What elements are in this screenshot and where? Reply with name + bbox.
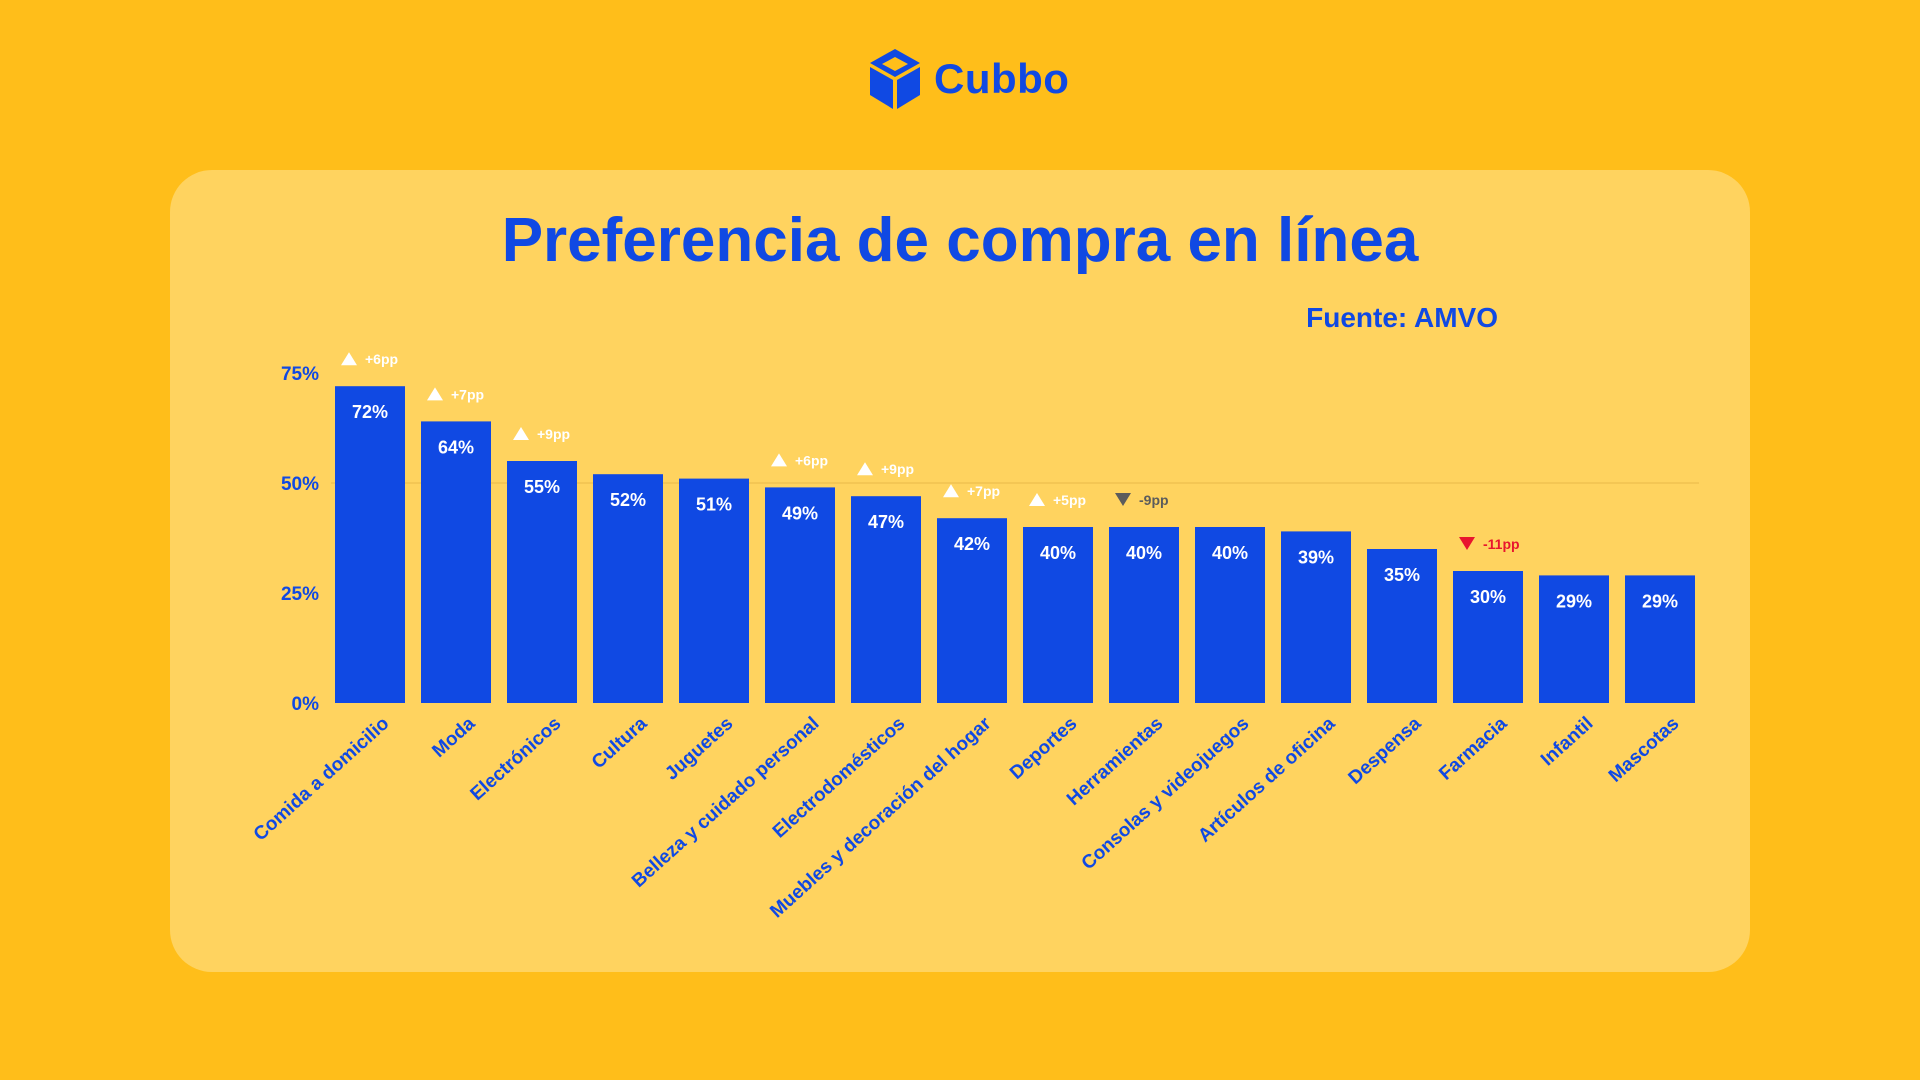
bar (679, 478, 749, 703)
bar-value-label: 42% (954, 534, 990, 554)
category-label: Despensa (1345, 713, 1426, 789)
change-label: +7pp (451, 386, 484, 402)
category-label: Juguetes (661, 713, 737, 784)
bar (1023, 527, 1093, 703)
bar-value-label: 49% (782, 503, 818, 523)
change-down-triangle (1459, 537, 1475, 550)
category-label: Comida a domicilio (250, 713, 394, 845)
change-up-triangle (341, 352, 357, 366)
bar-value-label: 64% (438, 437, 474, 457)
category-label: Infantil (1537, 713, 1597, 770)
bar (507, 461, 577, 703)
bar-value-label: 40% (1212, 543, 1248, 563)
change-label: +6pp (365, 351, 398, 367)
change-label: +7pp (967, 483, 1000, 499)
category-label: Consolas y videojuegos (1078, 713, 1254, 874)
change-up-triangle (513, 427, 529, 440)
category-label: Deportes (1006, 713, 1081, 784)
change-up-triangle (943, 484, 959, 498)
change-label: +9pp (881, 461, 914, 477)
bar (1367, 549, 1437, 703)
category-label: Mascotas (1605, 713, 1683, 787)
bar-value-label: 40% (1126, 543, 1162, 563)
bar (1539, 575, 1609, 703)
bar-value-label: 52% (610, 490, 646, 510)
change-label: +6pp (795, 452, 828, 468)
cube-logo-icon (870, 49, 920, 109)
bar-value-label: 40% (1040, 543, 1076, 563)
bar (421, 421, 491, 703)
bar-value-label: 39% (1298, 547, 1334, 567)
bar (1281, 531, 1351, 703)
change-up-triangle (771, 453, 787, 467)
category-label: Belleza y cuidado personal (628, 713, 823, 892)
bar (593, 474, 663, 703)
y-tick-label: 50% (281, 474, 319, 495)
bar-value-label: 55% (524, 477, 560, 497)
bar-value-label: 35% (1384, 565, 1420, 585)
bar (1195, 527, 1265, 703)
change-up-triangle (1029, 493, 1045, 506)
bar (1625, 575, 1695, 703)
y-tick-label: 75% (281, 364, 319, 385)
bar (1109, 527, 1179, 703)
bar-value-label: 29% (1556, 591, 1592, 611)
chart-title: Preferencia de compra en línea (501, 206, 1419, 275)
category-label: Farmacia (1435, 713, 1511, 785)
bar (765, 487, 835, 703)
bar (335, 386, 405, 703)
category-label: Cultura (588, 713, 652, 773)
change-up-triangle (857, 462, 873, 476)
bar-value-label: 51% (696, 495, 732, 515)
bar-value-label: 30% (1470, 587, 1506, 607)
change-label: -11pp (1483, 536, 1520, 552)
change-up-triangle (427, 387, 443, 401)
y-tick-label: 0% (292, 694, 320, 715)
change-label: +9pp (537, 426, 570, 442)
bar-value-label: 47% (868, 512, 904, 532)
brand-logo: Cubbo (868, 46, 1069, 112)
y-tick-label: 25% (281, 584, 319, 605)
change-label: -9pp (1139, 492, 1169, 508)
bar (937, 518, 1007, 703)
brand-name: Cubbo (934, 55, 1070, 102)
category-label: Electrónicos (467, 713, 566, 805)
bar (851, 496, 921, 703)
change-down-triangle (1115, 493, 1131, 506)
bar (1453, 571, 1523, 703)
category-label: Moda (428, 713, 479, 762)
source-label: Fuente: AMVO (1306, 302, 1498, 333)
change-label: +5pp (1053, 492, 1086, 508)
bar-value-label: 29% (1642, 591, 1678, 611)
bar-value-label: 72% (352, 402, 388, 422)
